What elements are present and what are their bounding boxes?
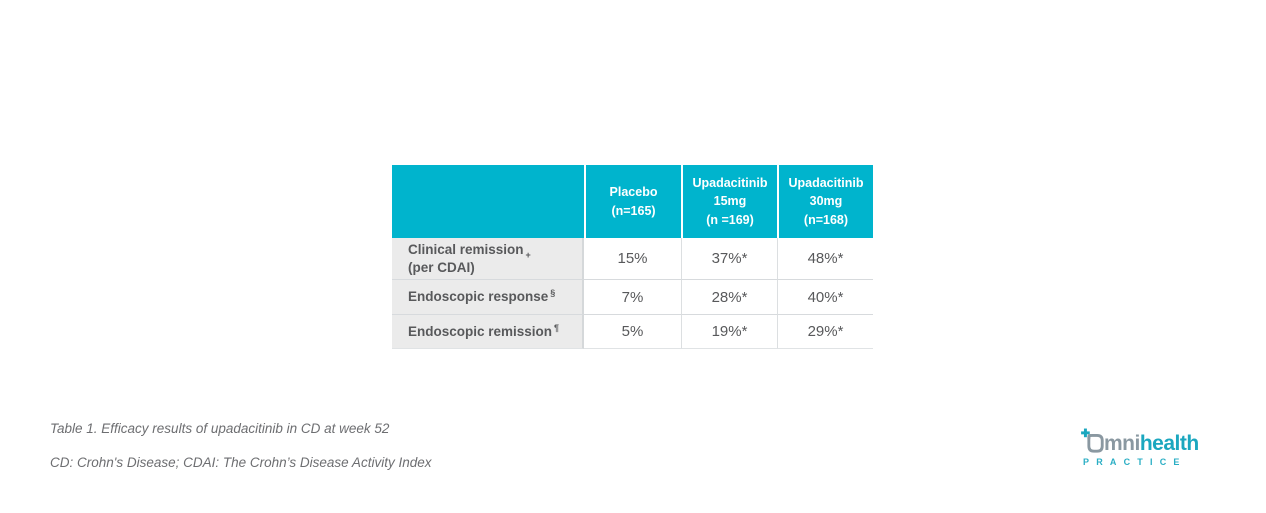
table-header-placebo: Placebo (n=165) (584, 165, 681, 238)
table-title-caption: Table 1. Efficacy results of upadacitini… (50, 421, 390, 436)
table-header-upadacitinib-30mg: Upadacitinib 30mg (n=168) (777, 165, 873, 238)
row-label-text: Endoscopic response (408, 289, 549, 305)
cell-endoscopic-remission-30mg: 29%* (777, 314, 873, 349)
table-captions: Table 1. Efficacy results of upadacitini… (50, 421, 431, 489)
cell-endoscopic-remission-15mg: 19%* (681, 314, 777, 349)
cell-endoscopic-response-30mg: 40%* (777, 279, 873, 314)
abbreviations-caption: CD: Crohn's Disease; CDAI: The Crohn’s D… (50, 455, 432, 471)
omnihealth-bubble-icon (1081, 428, 1104, 453)
table-header-blank-cell (392, 165, 584, 238)
row-label-clinical-remission: Clinical remission (per CDAI) + (392, 238, 584, 279)
cell-endoscopic-remission-placebo: 5% (584, 314, 681, 349)
cell-clinical-remission-placebo: 15% (584, 238, 681, 279)
cell-clinical-remission-30mg: 48%* (777, 238, 873, 279)
row-label-endoscopic-response: Endoscopic response § (392, 279, 584, 314)
logo-text-omni: mni (1104, 432, 1140, 455)
row-label-text: Clinical remission (per CDAI) (408, 241, 524, 275)
logo-subtext-practice: PRACTICE (1083, 457, 1187, 467)
cell-endoscopic-response-15mg: 28%* (681, 279, 777, 314)
cell-clinical-remission-15mg: 37%* (681, 238, 777, 279)
efficacy-results-table: Placebo (n=165) Upadacitinib 15mg (n =16… (392, 165, 873, 349)
row-label-text: Endoscopic remission (408, 323, 553, 339)
logo-text-health: health (1139, 432, 1199, 455)
row-label-endoscopic-remission: Endoscopic remission ¶ (392, 314, 584, 349)
table-header-upadacitinib-15mg: Upadacitinib 15mg (n =169) (681, 165, 777, 238)
logo-wordmark: mnihealth (1081, 428, 1215, 454)
logo-text: mnihealth (1104, 433, 1199, 454)
cell-endoscopic-response-placebo: 7% (584, 279, 681, 314)
omnihealth-practice-logo: mnihealth PRACTICE (1081, 428, 1215, 467)
